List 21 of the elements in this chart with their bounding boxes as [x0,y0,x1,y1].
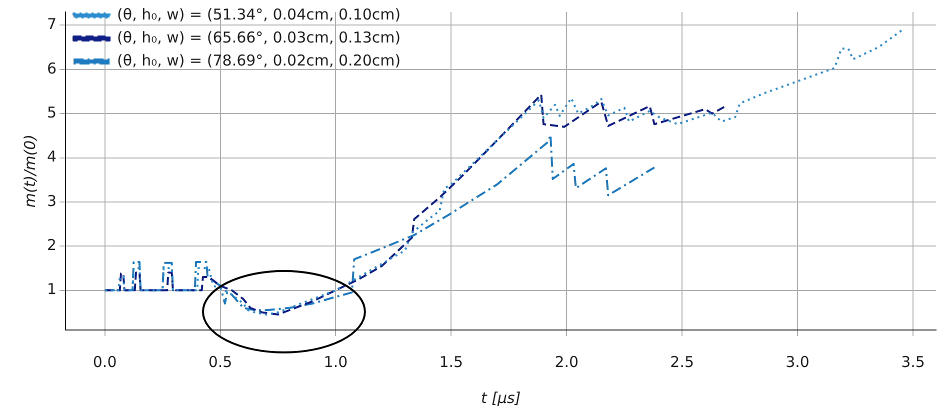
legend-label: (θ, h₀, w) = (78.69°, 0.02cm, 0.20cm) [117,51,401,70]
legend-label: (θ, h₀, w) = (65.66°, 0.03cm, 0.13cm) [117,28,401,46]
y-axis-title: m(t)/m(0) [20,134,39,208]
line-series [104,30,902,316]
y-tick-label: 2 [46,236,57,254]
x-tick-label: 3.0 [786,352,810,371]
legend-label: (θ, h₀, w) = (51.34°, 0.04cm, 0.10cm) [117,5,401,24]
y-tick-label: 7 [46,15,57,34]
x-tick-label: 2.0 [554,352,579,371]
x-tick-label: 1.5 [439,352,464,371]
x-tick-label: 0.0 [92,352,117,371]
x-tick-label: 3.5 [901,352,925,371]
y-tick-label: 1 [46,280,57,298]
x-tick-label: 0.5 [208,352,232,371]
x-tick-label: 2.5 [670,352,694,371]
x-tick-label: 1.0 [324,352,348,371]
x-axis-title: t [μs] [480,388,521,407]
y-tick-label: 6 [46,59,57,78]
y-tick-label: 4 [46,148,57,166]
y-tick-label: 3 [46,192,57,210]
y-tick-label: 5 [46,103,57,122]
